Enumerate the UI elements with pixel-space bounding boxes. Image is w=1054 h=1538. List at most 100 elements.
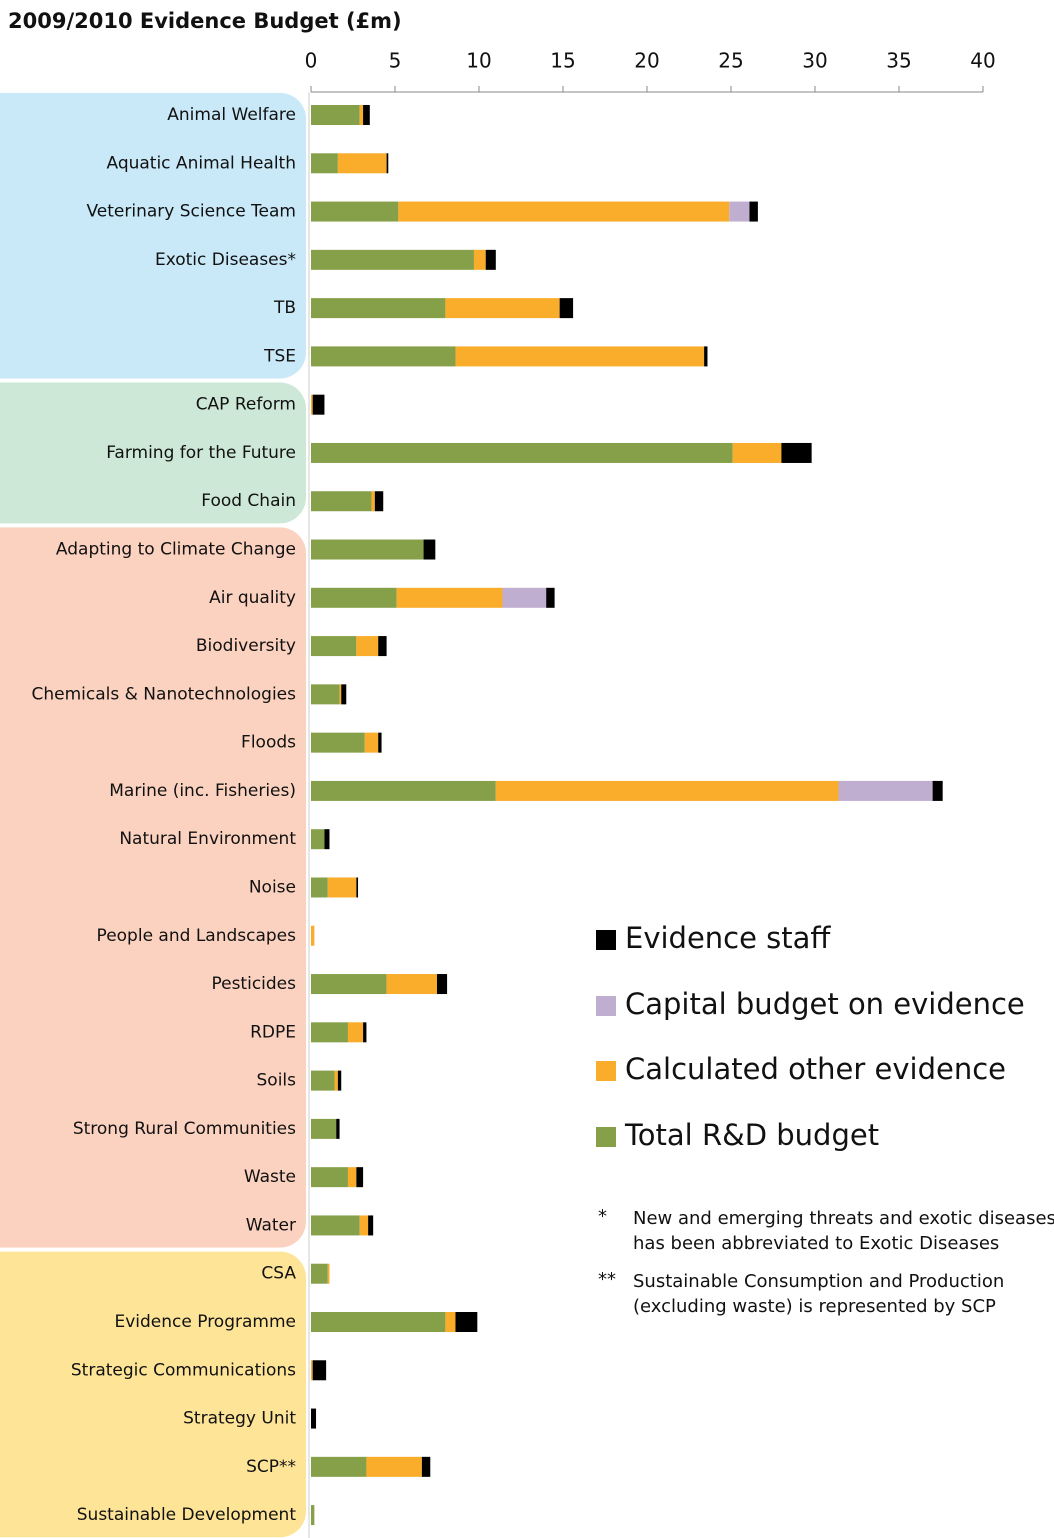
bar-segment — [312, 1360, 327, 1381]
bar-segment — [732, 442, 782, 463]
category-label: Strategy Unit — [183, 1409, 296, 1429]
bar-segment — [311, 732, 365, 753]
bar-segment — [423, 539, 436, 560]
bar-segment — [347, 1022, 364, 1043]
category-label: CSA — [261, 1264, 296, 1284]
bar-segment — [311, 249, 474, 270]
bar-segment — [347, 1167, 357, 1188]
bar-segment — [374, 491, 384, 512]
bar-segment — [455, 346, 705, 367]
category-label: Marine (inc. Fisheries) — [109, 781, 296, 801]
bar-segment — [311, 1360, 313, 1381]
bar-segment — [546, 587, 555, 608]
bar-segment — [311, 587, 397, 608]
bar-segment — [359, 1215, 369, 1236]
category-label: Natural Environment — [119, 829, 296, 849]
category-label: CAP Reform — [196, 395, 296, 415]
bar-segment — [311, 394, 313, 415]
note-text: New and emerging threats and exotic dise… — [633, 1208, 1054, 1229]
bar-segment — [366, 1456, 422, 1477]
category-label: TSE — [263, 346, 296, 366]
category-label: Adapting to Climate Change — [56, 540, 296, 560]
bar-segment — [334, 1070, 338, 1091]
category-label: TB — [273, 298, 296, 318]
bar-segment — [311, 684, 340, 705]
bar-segment — [312, 394, 325, 415]
bar-segment — [386, 974, 437, 995]
bar-segment — [386, 153, 389, 174]
bar-segment — [311, 1022, 348, 1043]
x-tick-label: 25 — [718, 49, 743, 73]
bar-segment — [311, 1312, 446, 1332]
bar-segment — [311, 636, 357, 657]
category-label: Biodiversity — [196, 636, 296, 656]
category-label: Waste — [244, 1167, 296, 1187]
x-tick-label: 5 — [389, 49, 402, 73]
x-tick-label: 10 — [466, 49, 491, 73]
category-label: People and Landscapes — [97, 926, 297, 946]
category-label: Noise — [249, 877, 296, 897]
bar-segment — [311, 925, 315, 946]
bar-segment — [363, 1022, 367, 1043]
bar-segment — [337, 153, 387, 174]
bar-segment — [398, 201, 730, 222]
bar-segment — [311, 1167, 348, 1188]
bar-segment — [311, 974, 387, 995]
bar-segment — [311, 153, 338, 174]
bar-segment — [311, 346, 456, 367]
category-label: Air quality — [209, 588, 296, 608]
bar-segment — [341, 684, 347, 705]
x-tick-label: 30 — [802, 49, 827, 73]
legend-label: Capital budget on evidence — [625, 987, 1025, 1021]
legend-swatch — [596, 1127, 616, 1147]
bar-segment — [356, 877, 359, 898]
bar-segment — [378, 732, 382, 753]
bar-segment — [502, 587, 547, 608]
category-label: Floods — [241, 733, 296, 753]
x-tick-label: 35 — [886, 49, 911, 73]
bar-segment — [337, 1070, 342, 1091]
chart-title: 2009/2010 Evidence Budget (£m) — [8, 9, 402, 33]
bar-segment — [749, 201, 758, 222]
bar-segment — [368, 1215, 374, 1236]
category-label: Sustainable Development — [77, 1505, 297, 1525]
bar-segment — [359, 105, 364, 125]
bar-segment — [311, 1408, 317, 1429]
group-panel — [0, 527, 306, 1248]
bar-segment — [311, 780, 496, 801]
bar-segment — [704, 346, 708, 367]
bar-segment — [336, 1118, 340, 1139]
bar-segment — [932, 780, 943, 801]
category-label: Food Chain — [201, 491, 296, 511]
note-symbol: ** — [598, 1269, 616, 1290]
bar-segment — [311, 539, 424, 560]
bar-segment — [445, 298, 560, 319]
bar-segment — [363, 105, 370, 125]
bar-segment — [311, 298, 446, 319]
category-label: Exotic Diseases* — [155, 250, 296, 270]
bar-segment — [473, 249, 486, 270]
bar-segment — [421, 1456, 431, 1477]
x-tick-label: 15 — [550, 49, 575, 73]
note-text: Sustainable Consumption and Production — [633, 1271, 1004, 1292]
bar-segment — [311, 105, 360, 125]
legend-swatch — [596, 996, 616, 1016]
category-label: Chemicals & Nanotechnologies — [32, 684, 297, 704]
bar-segment — [781, 442, 812, 463]
category-label: RDPE — [250, 1022, 296, 1042]
bar-segment — [437, 974, 448, 995]
legend-label: Calculated other evidence — [625, 1052, 1006, 1086]
group-panel — [0, 1251, 306, 1538]
x-tick-label: 40 — [970, 49, 995, 73]
note-text: (excluding waste) is represented by SCP — [633, 1296, 996, 1317]
group-panel — [0, 92, 306, 379]
bar-segment — [311, 1456, 367, 1477]
bar-segment — [311, 1215, 360, 1236]
note-text: has been abbreviated to Exotic Diseases — [633, 1233, 999, 1254]
bar-segment — [311, 1263, 328, 1284]
bar-segment — [356, 636, 379, 657]
bar-segment — [371, 491, 375, 512]
category-label: Pesticides — [211, 974, 296, 994]
bar-segment — [324, 829, 330, 850]
category-label: Water — [246, 1215, 296, 1235]
